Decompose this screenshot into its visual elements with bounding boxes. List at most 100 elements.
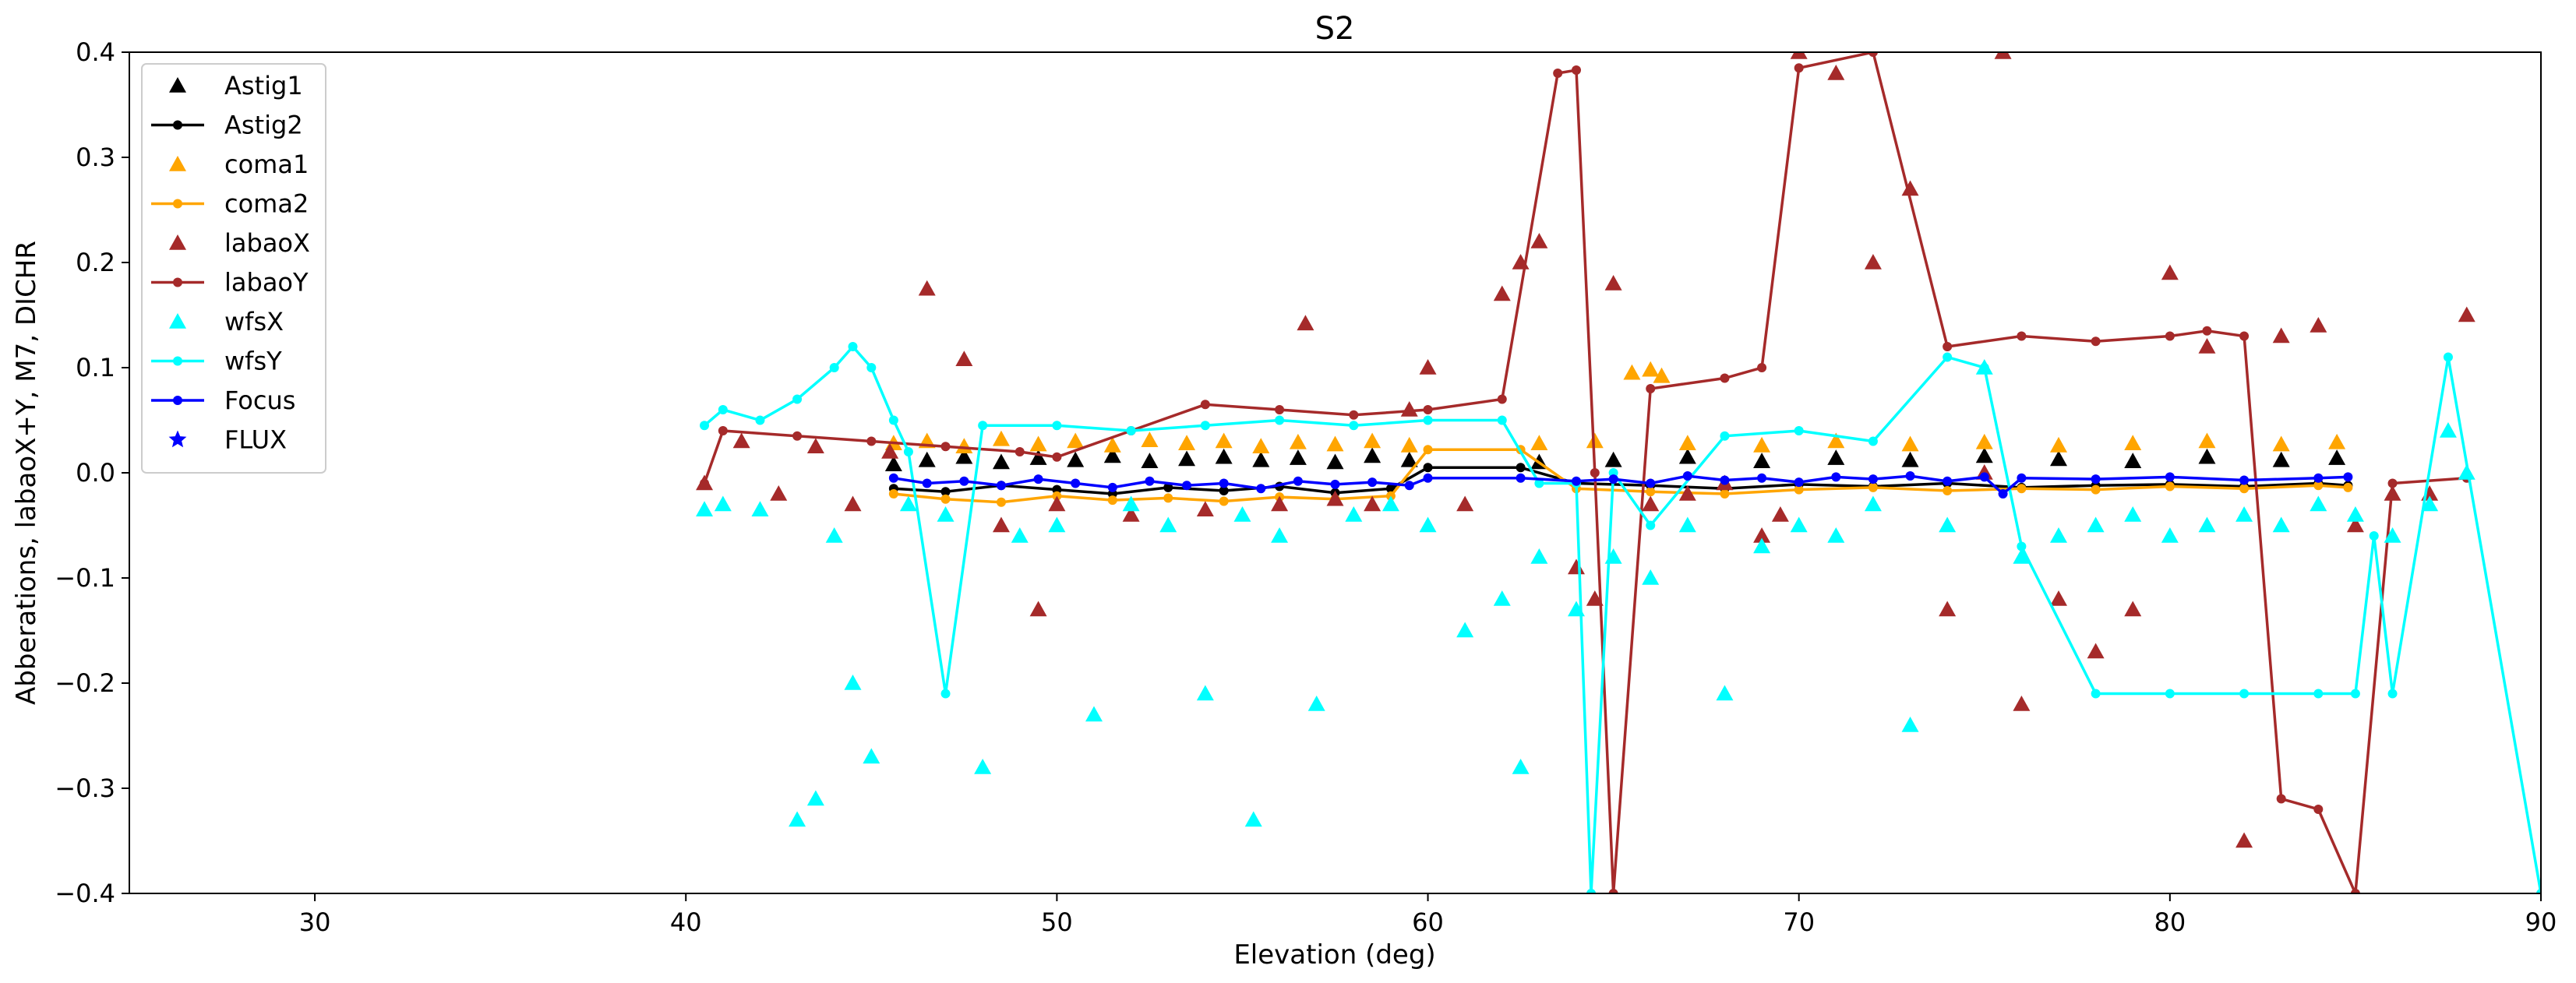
point-coma1 — [1653, 367, 1671, 383]
point-astig1 — [955, 448, 973, 464]
point-wfsx — [789, 811, 806, 827]
point-coma1 — [1586, 432, 1604, 449]
point-wfsx — [1011, 527, 1029, 543]
point-wfsy — [1646, 520, 1656, 530]
point-astig2 — [1163, 482, 1173, 492]
point-wfsy — [2387, 689, 2398, 699]
point-astig1 — [2124, 453, 2142, 468]
y-tick-label: −0.1 — [55, 563, 115, 593]
point-coma2 — [996, 497, 1006, 507]
point-focus — [1720, 475, 1730, 485]
point-focus — [1572, 476, 1581, 486]
point-astig2 — [1516, 463, 1526, 473]
point-labaoy — [2202, 326, 2212, 336]
point-wfsx — [2439, 422, 2457, 438]
point-wfsx — [1642, 569, 1660, 585]
point-wfsx — [1159, 516, 1177, 533]
point-coma1 — [1141, 432, 1159, 447]
point-labaoy — [1794, 63, 1804, 73]
chart-title: S2 — [1315, 11, 1355, 47]
point-labaoy — [1497, 394, 1507, 404]
point-labaoy — [2239, 331, 2250, 341]
y-tick-label: 0.3 — [76, 143, 115, 172]
legend-label: coma2 — [224, 189, 309, 219]
legend-item-astig2: Astig2 — [151, 111, 303, 140]
y-tick-label: −0.3 — [55, 773, 115, 803]
point-labaox — [2161, 264, 2179, 280]
point-focus — [1182, 481, 1192, 491]
point-wfsx — [1456, 622, 1474, 638]
point-coma2 — [2017, 484, 2027, 494]
point-focus — [1107, 482, 1117, 492]
point-astig1 — [2272, 451, 2290, 467]
point-wfsy — [940, 689, 951, 699]
point-wfsy — [718, 405, 728, 414]
point-focus — [1367, 477, 1378, 488]
point-labaoy — [1572, 65, 1581, 75]
point-astig1 — [1975, 447, 1993, 463]
point-wfsy — [1052, 421, 1062, 431]
y-tick-label: 0.2 — [76, 248, 115, 277]
point-astig1 — [1753, 453, 1771, 468]
point-labaox — [2198, 338, 2216, 354]
point-wfsy — [1126, 426, 1136, 435]
point-focus — [2091, 474, 2101, 484]
point-wfsx — [1085, 706, 1103, 722]
point-labaoy — [1590, 468, 1600, 477]
point-wfsy — [888, 415, 898, 425]
point-labaoy — [700, 478, 710, 488]
point-wfsx — [1790, 516, 1808, 533]
point-coma1 — [2050, 436, 2067, 453]
legend-label: labaoX — [224, 228, 310, 258]
y-axis: −0.4 −0.3 −0.2 −0.1 0.0 0.1 0.2 0.3 0.4 — [55, 37, 129, 908]
point-focus — [1423, 473, 1433, 483]
point-wfsy — [1534, 478, 1544, 488]
point-coma1 — [1029, 435, 1047, 452]
point-labaox — [1790, 52, 1808, 59]
point-focus — [2313, 473, 2324, 483]
point-wfsx — [825, 527, 843, 543]
point-wfsx — [1901, 717, 1919, 732]
point-wfsy — [1868, 436, 1878, 446]
point-labaox — [770, 485, 788, 501]
point-wfsy — [2239, 689, 2250, 699]
point-focus — [888, 473, 898, 483]
point-focus — [1682, 471, 1692, 481]
legend-item-coma1: coma1 — [169, 150, 309, 179]
point-labaox — [1864, 254, 1882, 270]
point-wfsx — [1196, 685, 1214, 701]
point-wfsy — [2369, 531, 2379, 541]
point-labaox — [1493, 285, 1511, 301]
point-focus — [1404, 481, 1414, 491]
x-tick-label: 50 — [1041, 907, 1073, 937]
point-coma1 — [1678, 435, 1696, 450]
point-wfsy — [829, 363, 839, 372]
point-labaoy — [1015, 447, 1025, 456]
series-line-wfsy — [703, 344, 2541, 893]
point-labaox — [1364, 495, 1382, 512]
point-astig2 — [1423, 463, 1433, 473]
point-astig1 — [1141, 453, 1159, 468]
point-wfsy — [700, 421, 710, 431]
point-astig2 — [1219, 485, 1229, 495]
point-astig1 — [1678, 448, 1696, 464]
point-wfsx — [2198, 516, 2216, 533]
plot-frame — [129, 51, 2542, 894]
point-coma2 — [2343, 482, 2353, 492]
point-labaoy — [1200, 400, 1210, 410]
x-tick-label: 60 — [1412, 907, 1444, 937]
point-labaox — [1568, 558, 1585, 575]
point-labaoy — [1349, 410, 1359, 420]
point-coma2 — [1794, 484, 1804, 495]
point-wfsx — [2346, 506, 2364, 522]
point-coma1 — [1827, 432, 1845, 449]
point-astig1 — [1252, 451, 1270, 467]
point-coma1 — [2124, 435, 2142, 450]
point-coma1 — [2198, 432, 2216, 449]
point-wfsy — [848, 342, 858, 351]
point-astig1 — [884, 456, 902, 471]
y-tick-label: −0.4 — [55, 879, 115, 908]
point-astig1 — [1604, 451, 1622, 467]
legend-label: Astig2 — [224, 111, 303, 140]
point-labaox — [1419, 359, 1437, 375]
